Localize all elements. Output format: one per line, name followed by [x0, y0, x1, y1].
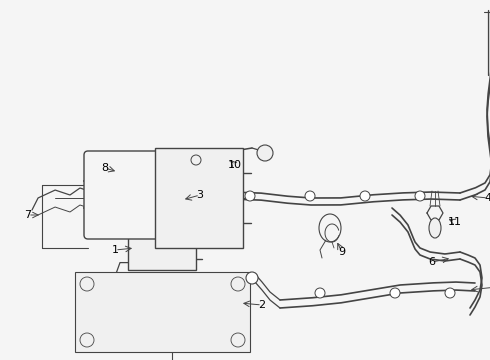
- Text: 11: 11: [448, 217, 462, 227]
- Circle shape: [231, 277, 245, 291]
- Circle shape: [360, 191, 370, 201]
- Circle shape: [305, 191, 315, 201]
- Text: 6: 6: [428, 257, 436, 267]
- Circle shape: [445, 288, 455, 298]
- Bar: [155, 148, 243, 248]
- Text: 7: 7: [24, 210, 31, 220]
- Circle shape: [191, 155, 201, 165]
- Text: 1: 1: [112, 245, 119, 255]
- Text: 10: 10: [228, 160, 242, 170]
- Circle shape: [315, 288, 325, 298]
- Text: 2: 2: [258, 300, 266, 310]
- Text: 8: 8: [101, 163, 109, 173]
- Circle shape: [390, 288, 400, 298]
- Circle shape: [245, 191, 255, 201]
- Circle shape: [80, 277, 94, 291]
- Bar: [128, 233, 196, 270]
- Text: 3: 3: [196, 190, 203, 200]
- Circle shape: [231, 333, 245, 347]
- Circle shape: [257, 145, 273, 161]
- Text: 9: 9: [339, 247, 345, 257]
- Ellipse shape: [429, 218, 441, 238]
- Circle shape: [80, 333, 94, 347]
- Bar: [75, 272, 250, 352]
- Circle shape: [415, 191, 425, 201]
- FancyBboxPatch shape: [84, 151, 162, 239]
- Text: 4: 4: [485, 193, 490, 203]
- Circle shape: [246, 272, 258, 284]
